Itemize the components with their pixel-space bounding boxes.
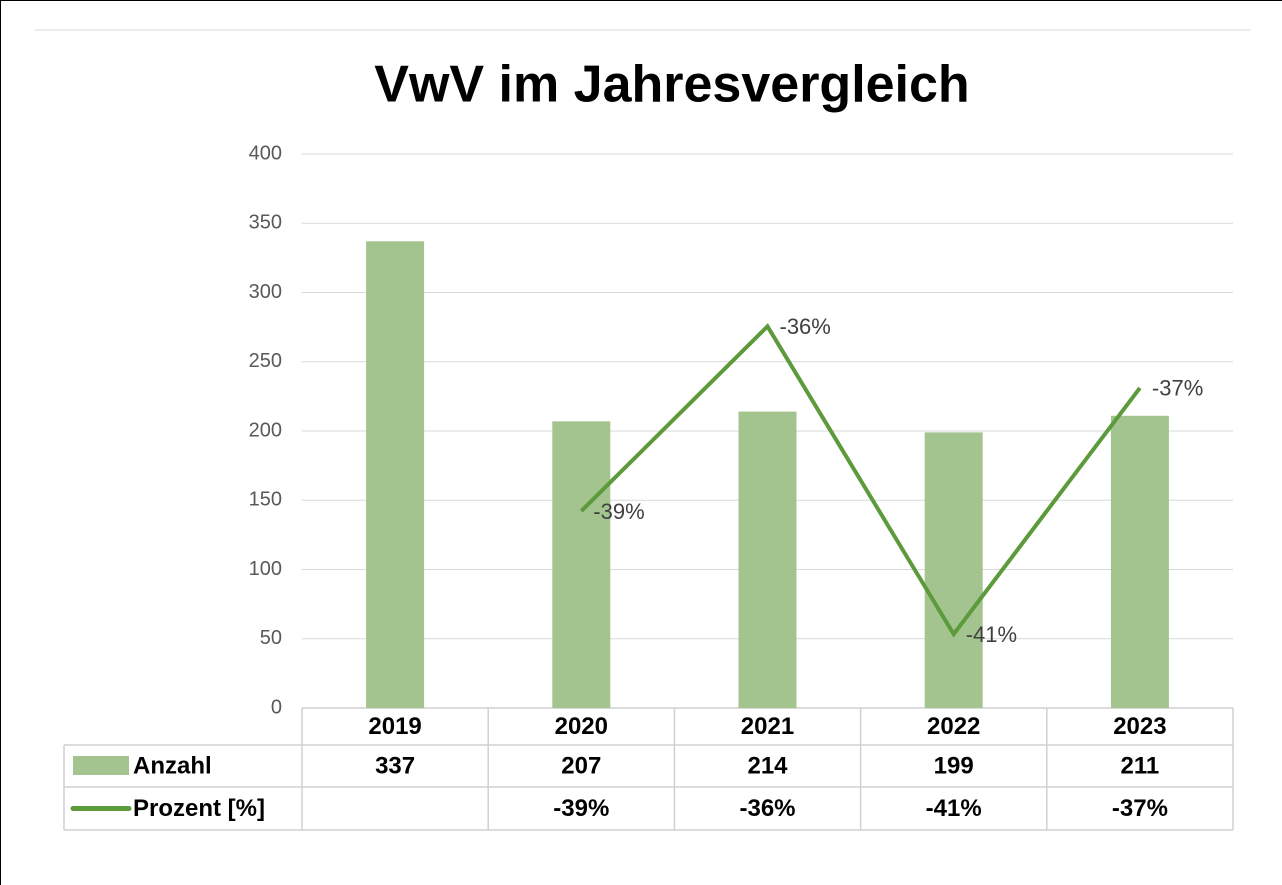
data-label: -37%	[1152, 376, 1203, 401]
bar	[738, 411, 797, 708]
y-tick-label: 300	[249, 281, 282, 303]
chart-title: VwV im Jahresvergleich	[374, 56, 969, 114]
y-tick-label: 250	[249, 350, 282, 372]
bar	[366, 241, 425, 708]
y-tick-label: 350	[249, 212, 282, 234]
line	[579, 323, 1142, 638]
y-tick-label: 50	[260, 627, 282, 649]
x-tick-label: 2023	[1113, 713, 1166, 740]
bar	[1110, 415, 1169, 708]
bar	[924, 432, 983, 708]
y-tick-label: 0	[271, 696, 282, 718]
bar	[552, 421, 611, 708]
x-tick-label: 2021	[741, 713, 794, 740]
table-value: -39%	[553, 795, 609, 822]
table-value: 199	[934, 752, 974, 779]
x-tick-label: 2020	[555, 713, 608, 740]
legend-label: Prozent [%]	[133, 795, 265, 822]
table-value: 214	[747, 752, 788, 779]
y-tick-label: 100	[249, 558, 282, 580]
table-value: -36%	[739, 795, 795, 822]
y-tick-label: 400	[249, 142, 282, 164]
data-label: -36%	[780, 314, 831, 339]
table-value: 337	[375, 752, 415, 779]
x-tick-label: 2022	[927, 713, 980, 740]
y-tick-label: 200	[249, 419, 282, 441]
table-value: 211	[1121, 752, 1160, 779]
y-tick-label: 150	[249, 489, 282, 511]
data-label: -41%	[966, 622, 1017, 647]
table-value: 207	[561, 752, 601, 779]
table-value: -41%	[926, 795, 982, 822]
legend-key	[73, 756, 129, 775]
x-tick-label: 2019	[368, 713, 421, 740]
table-value: -37%	[1112, 795, 1168, 822]
legend-label: Anzahl	[133, 752, 212, 779]
data-label: -39%	[593, 499, 644, 524]
